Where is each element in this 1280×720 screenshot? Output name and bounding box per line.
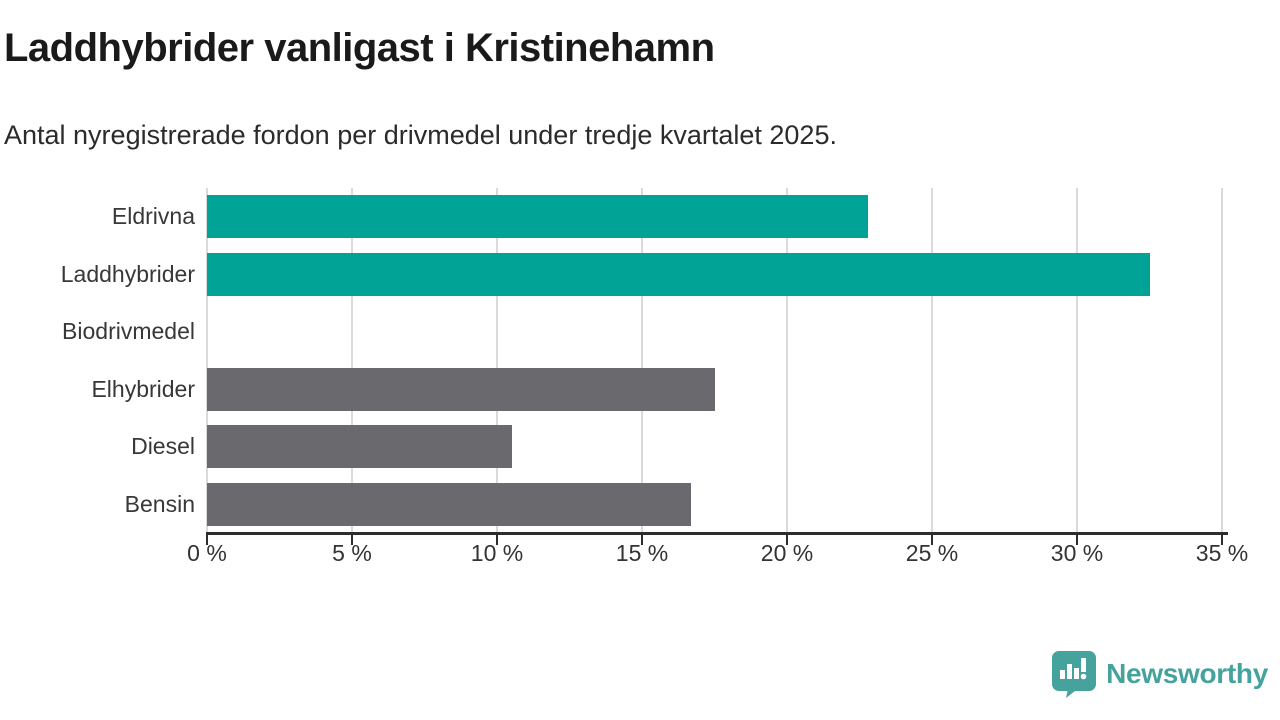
axis-tick <box>351 535 353 545</box>
axis-tick-label: 5 % <box>332 540 372 566</box>
newsworthy-logo-text: Newsworthy <box>1106 658 1268 689</box>
axis-tick <box>641 535 643 545</box>
bar-row <box>207 361 1222 419</box>
bar-row <box>207 476 1222 534</box>
axis-tick <box>1076 535 1078 545</box>
axis-tick <box>931 535 933 545</box>
gridline <box>495 188 498 533</box>
axis-tick-label: 35 % <box>1195 540 1249 566</box>
category-label: Bensin <box>124 490 195 517</box>
axis-tick-label: 20 % <box>760 540 814 566</box>
gridline <box>931 188 933 533</box>
bar-row <box>207 188 1222 246</box>
newsworthy-logo-icon <box>1052 651 1097 698</box>
bar-laddhybrider <box>207 252 1150 296</box>
gridline <box>350 188 353 533</box>
gridline <box>641 188 643 533</box>
bar-bensin <box>207 482 692 526</box>
category-label: Diesel <box>131 433 195 459</box>
axis-tick-label: 0 % <box>187 540 227 566</box>
gridline <box>785 188 788 533</box>
category-label: Eldrivna <box>111 203 195 229</box>
plot-area <box>206 188 1223 534</box>
newsworthy-logo: Newsworthy <box>1051 650 1268 698</box>
chart-subtitle: Antal nyregistrerade fordon per drivmede… <box>4 120 837 150</box>
category-label: Laddhybrider <box>60 260 195 287</box>
bar-row <box>207 246 1222 304</box>
bar-eldrivna <box>207 195 869 238</box>
axis-tick <box>1221 535 1223 545</box>
axis-tick-label: 25 % <box>905 540 959 566</box>
bar-row <box>207 418 1222 476</box>
category-label: Elhybrider <box>91 375 195 402</box>
axis-tick-label: 30 % <box>1050 540 1104 566</box>
bar-row <box>207 303 1222 361</box>
axis-tick-label: 10 % <box>470 540 524 566</box>
gridline <box>206 188 208 533</box>
bar-chart: Eldrivna Laddhybrider Biodrivmedel Elhybrid… <box>0 188 1280 588</box>
x-axis-line <box>206 532 1228 535</box>
category-label: Biodrivmedel <box>62 318 195 344</box>
category-labels: Eldrivna Laddhybrider Biodrivmedel Elhybrid… <box>0 188 195 533</box>
bar-diesel <box>207 425 512 468</box>
axis-tick-label: 15 % <box>615 540 669 566</box>
gridline <box>1221 188 1223 533</box>
axis-tick <box>206 535 208 545</box>
bar-elhybrider <box>207 367 715 411</box>
axis-tick <box>786 535 788 545</box>
axis-tick <box>496 535 498 545</box>
chart-title: Laddhybrider vanligast i Kristinehamn <box>4 26 715 70</box>
gridline <box>1076 188 1078 533</box>
